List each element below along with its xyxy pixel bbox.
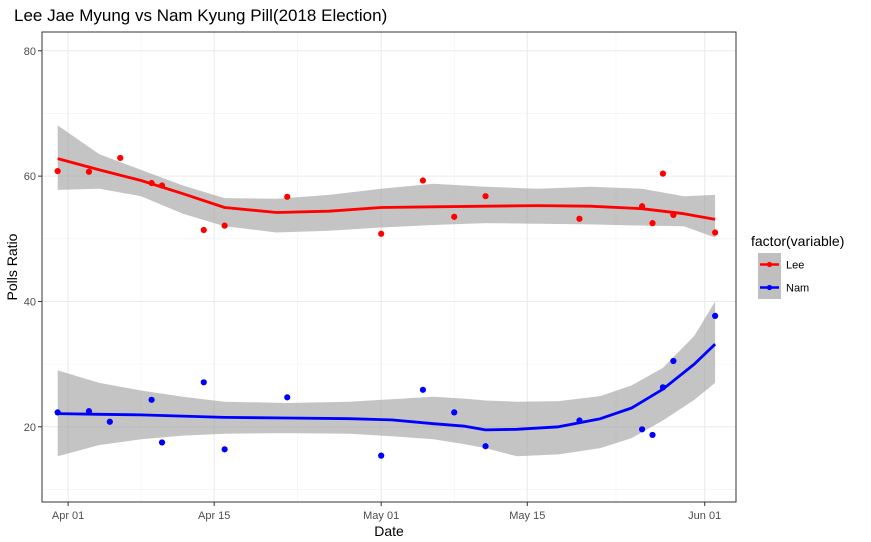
data-point-nam (659, 384, 667, 391)
data-point-lee (419, 177, 427, 184)
data-point-nam (148, 396, 155, 403)
data-point-lee (158, 182, 166, 189)
x-tick-label: May 15 (509, 510, 545, 522)
x-tick-label: Jun 01 (688, 510, 721, 522)
y-tick-label: 40 (24, 296, 36, 308)
data-point-lee (576, 215, 583, 222)
data-point-nam (200, 379, 207, 386)
data-point-lee (378, 230, 385, 237)
data-point-lee (638, 203, 646, 210)
data-point-lee (148, 179, 155, 187)
data-point-lee (85, 168, 93, 175)
x-axis: Apr 01 Apr 15 May 01 May 15 Jun 01 (52, 502, 721, 522)
y-axis: 20 40 60 80 (24, 46, 42, 434)
legend-title: factor(variable) (751, 233, 844, 249)
legend: factor(variable) Lee Nam (751, 233, 844, 299)
data-point-nam (419, 386, 427, 393)
data-point-nam (284, 394, 291, 401)
data-point-nam (106, 418, 113, 425)
legend-label-nam: Nam (786, 283, 809, 295)
data-point-nam (85, 408, 93, 415)
data-point-lee (659, 170, 667, 177)
x-tick-label: Apr 15 (198, 510, 230, 522)
x-tick-label: Apr 01 (52, 510, 84, 522)
data-point-nam (482, 443, 489, 450)
data-point-lee (54, 168, 61, 175)
data-point-nam (158, 439, 166, 446)
data-point-nam (670, 357, 677, 365)
data-point-nam (451, 409, 458, 416)
data-point-lee (649, 220, 656, 227)
data-point-nam (712, 312, 719, 319)
data-point-lee (451, 213, 458, 220)
data-point-nam (54, 409, 61, 416)
data-point-nam (638, 426, 646, 433)
data-point-nam (649, 431, 656, 439)
y-tick-label: 60 (24, 171, 36, 183)
legend-key-point-nam (766, 284, 773, 291)
y-axis-title: Polls Ratio (4, 233, 20, 300)
chart-title: Lee Jae Myung vs Nam Kyung Pill(2018 Ele… (14, 6, 387, 25)
x-axis-title: Date (374, 523, 404, 539)
smooth-line-lee (57, 157, 716, 221)
data-point-nam (221, 446, 228, 453)
data-point-lee (670, 211, 677, 219)
data-point-nam (576, 417, 583, 424)
data-points (54, 154, 719, 459)
data-point-lee (117, 154, 124, 162)
y-tick-label: 80 (24, 46, 36, 58)
confidence-band-lee (57, 125, 716, 238)
data-point-lee (200, 226, 207, 234)
x-tick-label: May 01 (363, 510, 399, 522)
smooth-line-nam (57, 343, 717, 432)
data-point-lee (284, 193, 291, 200)
data-point-nam (378, 452, 385, 459)
legend-key-point-lee (766, 261, 773, 268)
y-tick-label: 20 (24, 422, 36, 434)
plot-panel-border (41, 31, 737, 503)
data-point-lee (221, 222, 228, 229)
data-point-lee (712, 229, 719, 236)
legend-label-lee: Lee (786, 260, 804, 272)
data-point-lee (482, 193, 489, 200)
smooth-lines (57, 157, 717, 432)
